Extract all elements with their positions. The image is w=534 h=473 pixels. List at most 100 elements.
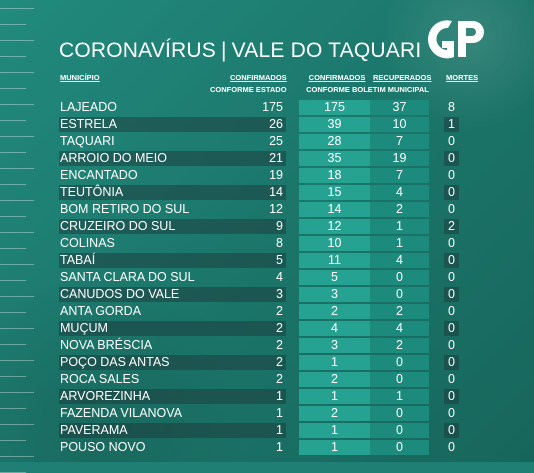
table-row: FAZENDA VILANOVA 1 2 0 0	[59, 406, 459, 423]
confirmados-estado-cell: 1	[276, 406, 283, 420]
table-row: TEUTÔNIA 14 15 4 0	[59, 185, 459, 202]
mortes-cell: 0	[448, 406, 455, 420]
table-row: TAQUARI 25 28 7 0	[59, 134, 459, 151]
stripe-line	[0, 72, 34, 73]
table-row: NOVA BRÉSCIA 2 3 2 0	[59, 338, 459, 355]
confirmados-boletim-cell: 15	[299, 185, 370, 200]
recuperados-cell: 0	[370, 406, 429, 421]
confirmados-estado-cell: 2	[229, 355, 286, 370]
mortes-cell: 8	[448, 100, 455, 114]
municipio-cell: TAQUARI	[60, 134, 115, 148]
header-conforme-boletim: CONFORME BOLETIM MUNICIPAL	[306, 85, 429, 94]
mortes-cell: 0	[448, 202, 455, 216]
stripe-line	[0, 248, 26, 249]
stripe-line	[0, 312, 26, 313]
confirmados-estado-cell: 14	[229, 185, 286, 200]
municipio-cell: POÇO DAS ANTAS	[59, 355, 229, 370]
stripe-line	[0, 56, 26, 57]
confirmados-boletim-cell: 28	[299, 134, 370, 149]
recuperados-cell: 2	[370, 338, 429, 353]
table-row: ESTRELA 26 39 10 1	[59, 117, 459, 134]
mortes-cell: 0	[444, 287, 459, 302]
header-municipio: MUNICÍPIO	[60, 73, 100, 82]
stripe-line	[0, 152, 26, 153]
confirmados-estado-cell: 8	[276, 236, 283, 250]
confirmados-estado-cell: 21	[229, 151, 286, 166]
page-title: CORONAVÍRUS | VALE DO TAQUARI	[59, 36, 421, 66]
confirmados-estado-cell: 1	[276, 440, 283, 454]
table-row: COLINAS 8 10 1 0	[59, 236, 459, 253]
mortes-cell: 0	[444, 253, 459, 268]
recuperados-cell: 2	[370, 202, 429, 217]
municipio-cell: ENCANTADO	[60, 168, 138, 182]
recuperados-cell: 1	[370, 236, 429, 251]
mortes-cell: 1	[444, 117, 459, 132]
title-separator: |	[221, 39, 227, 62]
municipio-cell: TABAÍ	[59, 253, 229, 268]
municipio-cell: ROCA SALES	[60, 372, 140, 386]
municipio-cell: BOM RETIRO DO SUL	[60, 202, 190, 216]
stripe-line	[0, 296, 34, 297]
table-row: CRUZEIRO DO SUL 9 12 1 2	[59, 219, 459, 236]
municipio-cell: PAVERAMA	[59, 423, 229, 438]
stripe-line	[0, 232, 34, 233]
confirmados-estado-cell: 3	[229, 287, 286, 302]
confirmados-boletim-cell: 39	[299, 117, 370, 132]
confirmados-estado-cell: 5	[229, 253, 286, 268]
recuperados-cell: 0	[370, 287, 429, 302]
mortes-cell: 0	[444, 151, 459, 166]
recuperados-cell: 2	[370, 304, 429, 319]
municipio-cell: SANTA CLARA DO SUL	[60, 270, 195, 284]
recuperados-cell: 1	[370, 389, 429, 404]
gp-logo-icon: GP	[428, 20, 484, 59]
table-row: TABAÍ 5 11 4 0	[59, 253, 459, 270]
recuperados-cell: 1	[370, 219, 429, 234]
table-row: BOM RETIRO DO SUL 12 14 2 0	[59, 202, 459, 219]
confirmados-boletim-cell: 11	[299, 253, 370, 268]
mortes-cell: 0	[448, 338, 455, 352]
recuperados-cell: 0	[370, 440, 429, 455]
confirmados-boletim-cell: 1	[299, 440, 370, 455]
title-part1: CORONAVÍRUS	[59, 39, 216, 62]
confirmados-estado-cell: 4	[276, 270, 283, 284]
confirmados-estado-cell: 12	[269, 202, 283, 216]
mortes-cell: 0	[448, 304, 455, 318]
table-row: POUSO NOVO 1 1 0 0	[59, 440, 459, 457]
stripe-line	[0, 344, 26, 345]
confirmados-boletim-cell: 4	[299, 321, 370, 336]
background	[0, 0, 534, 462]
stripe-line	[0, 104, 34, 105]
recuperados-cell: 19	[370, 151, 429, 166]
mortes-cell: 0	[448, 134, 455, 148]
confirmados-boletim-cell: 1	[299, 423, 370, 438]
mortes-cell: 0	[444, 185, 459, 200]
confirmados-estado-cell: 2	[229, 321, 286, 336]
table-row: ENCANTADO 19 18 7 0	[59, 168, 459, 185]
municipio-cell: COLINAS	[60, 236, 115, 250]
confirmados-boletim-cell: 2	[299, 406, 370, 421]
stripe-line	[0, 280, 26, 281]
mortes-cell: 0	[448, 236, 455, 250]
table-row: CANUDOS DO VALE 3 3 0 0	[59, 287, 459, 304]
confirmados-estado-cell: 175	[262, 100, 283, 114]
header-mortes: MORTES	[446, 73, 479, 82]
recuperados-cell: 4	[370, 321, 429, 336]
confirmados-boletim-cell: 1	[299, 389, 370, 404]
stripe-line	[0, 328, 34, 329]
mortes-cell: 0	[448, 440, 455, 454]
confirmados-estado-cell: 9	[229, 219, 286, 234]
confirmados-boletim-cell: 2	[299, 372, 370, 387]
municipio-cell: POUSO NOVO	[60, 440, 146, 454]
stripe-line	[0, 184, 26, 185]
recuperados-cell: 7	[370, 168, 429, 183]
confirmados-boletim-cell: 3	[299, 338, 370, 353]
recuperados-cell: 4	[370, 253, 429, 268]
table-row: ANTA GORDA 2 2 2 0	[59, 304, 459, 321]
confirmados-estado-cell: 2	[276, 338, 283, 352]
confirmados-boletim-cell: 2	[299, 304, 370, 319]
municipio-cell: MUÇUM	[59, 321, 229, 336]
municipio-cell: CRUZEIRO DO SUL	[59, 219, 229, 234]
mortes-cell: 0	[444, 321, 459, 336]
municipio-cell: CANUDOS DO VALE	[59, 287, 229, 302]
header-recuperados: RECUPERADOS	[373, 73, 432, 82]
